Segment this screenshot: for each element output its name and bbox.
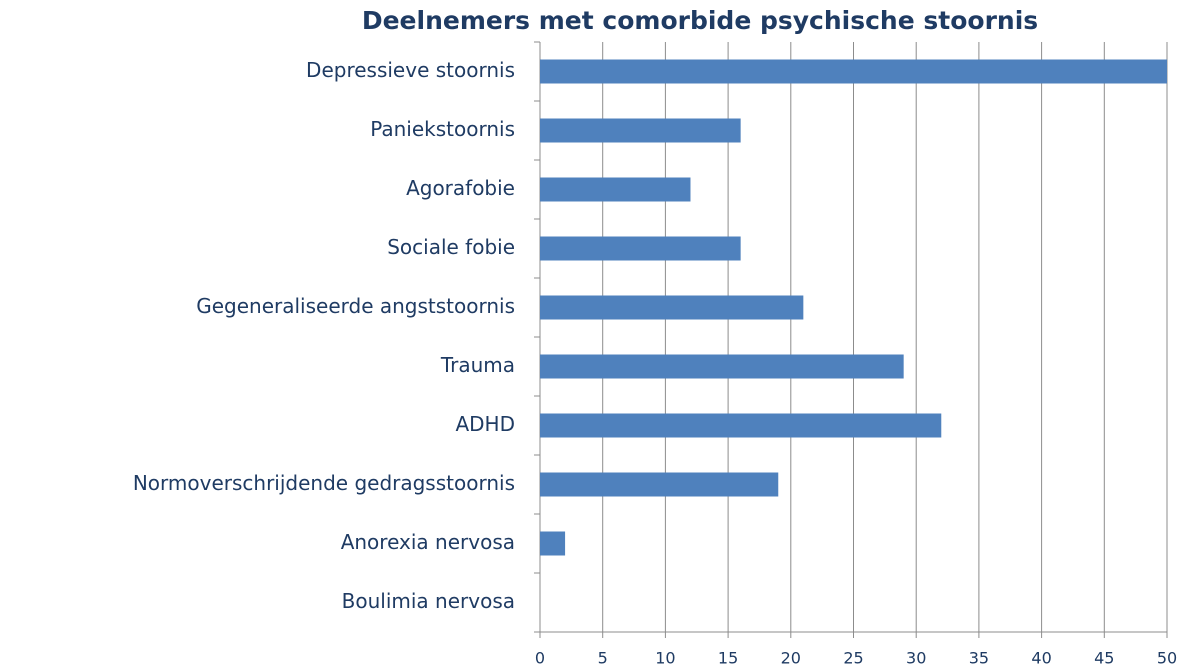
bar (540, 472, 779, 497)
x-tick-label: 15 (718, 649, 738, 668)
y-tick-label: ADHD (455, 412, 515, 436)
bar (540, 177, 691, 202)
y-tick-label: Normoverschrijdende gedragsstoornis (133, 471, 515, 495)
y-tick-label: Boulimia nervosa (342, 589, 515, 613)
bar (540, 118, 741, 143)
bar (540, 413, 942, 438)
x-tick-label: 35 (969, 649, 989, 668)
x-tick-label: 30 (906, 649, 926, 668)
bar (540, 236, 741, 261)
bar (540, 295, 804, 320)
x-tick-label: 50 (1157, 649, 1177, 668)
bar (540, 59, 1167, 84)
y-tick-label: Trauma (440, 353, 515, 377)
x-tick-label: 25 (843, 649, 863, 668)
x-tick-label: 10 (655, 649, 675, 668)
x-tick-label: 40 (1031, 649, 1051, 668)
y-tick-label: Agorafobie (406, 176, 515, 200)
y-tick-label: Depressieve stoornis (306, 58, 515, 82)
x-tick-label: 20 (781, 649, 801, 668)
y-tick-label: Sociale fobie (387, 235, 515, 259)
y-tick-label: Paniekstoornis (370, 117, 515, 141)
y-tick-label: Anorexia nervosa (341, 530, 515, 554)
x-tick-label: 5 (598, 649, 608, 668)
x-tick-label: 0 (535, 649, 545, 668)
bar (540, 531, 566, 556)
y-tick-label: Gegeneraliseerde angststoornis (196, 294, 515, 318)
x-tick-label: 45 (1094, 649, 1114, 668)
chart-title: Deelnemers met comorbide psychische stoo… (362, 6, 1038, 35)
bar (540, 354, 904, 379)
